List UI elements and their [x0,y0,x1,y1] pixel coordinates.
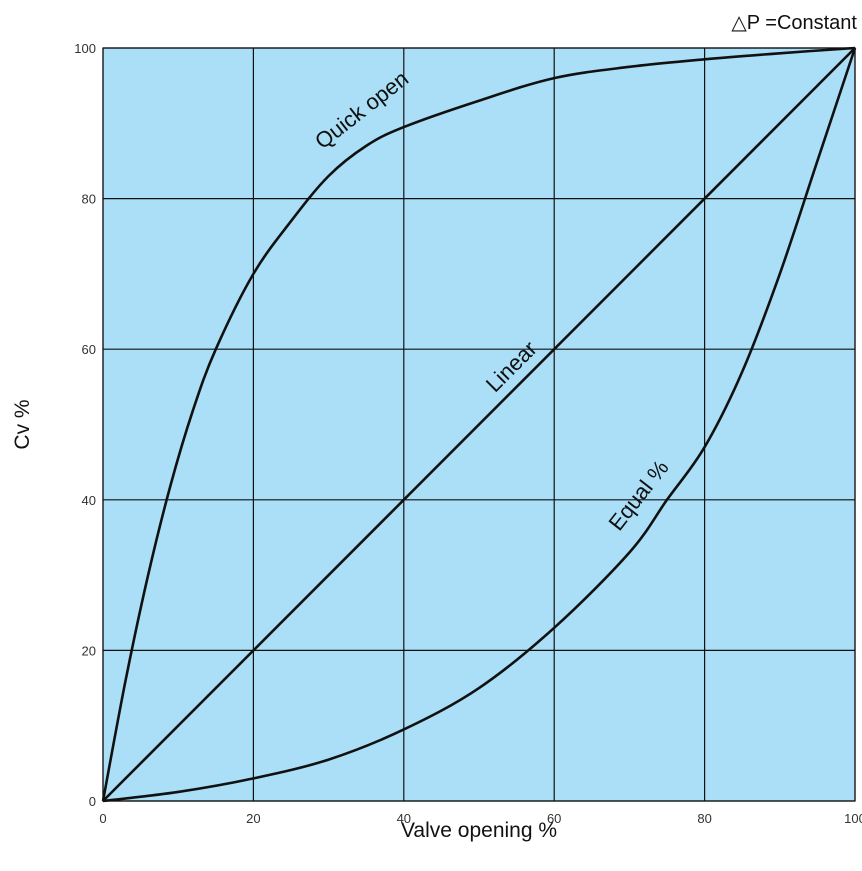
x-tick-label: 60 [547,811,561,826]
y-tick-label: 0 [89,794,96,809]
x-tick-labels: 0 20 40 60 80 100 [99,811,862,826]
x-axis-label: Valve opening % [401,819,557,842]
series-line-equal [102,47,857,803]
y-tick-labels: 0 20 40 60 80 100 [74,41,96,809]
y-axis-label: Cv % [11,399,34,449]
pressure-note: △P =Constant [731,12,857,34]
y-tick-label: 60 [82,342,96,357]
x-tick-label: 40 [397,811,411,826]
y-tick-label: 40 [82,493,96,508]
series-line-quick-open [101,46,856,802]
grid-lines [102,47,856,802]
x-tick-label: 80 [697,811,711,826]
series-lines [101,46,857,803]
y-tick-label: 20 [82,643,96,658]
y-tick-label: 80 [82,192,96,207]
x-tick-label: 20 [246,811,260,826]
x-tick-label: 0 [99,811,106,826]
series-line-linear [102,47,856,802]
x-tick-label: 100 [844,811,862,826]
y-tick-label: 100 [74,41,96,56]
